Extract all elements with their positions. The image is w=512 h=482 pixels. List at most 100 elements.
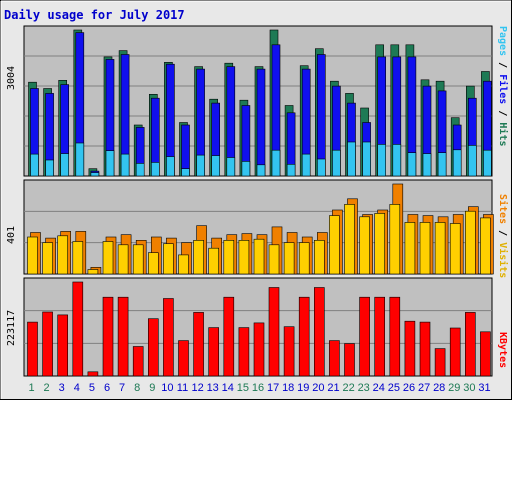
day-label: 13 bbox=[206, 382, 219, 394]
day-label: 20 bbox=[312, 382, 325, 394]
kbytes-bar bbox=[480, 331, 491, 377]
legend-sites: Sites bbox=[497, 194, 508, 225]
day-label: 18 bbox=[282, 382, 295, 394]
day-label: 31 bbox=[478, 382, 491, 394]
visits-bar bbox=[42, 242, 53, 275]
pages-bar bbox=[226, 157, 236, 177]
day-label: 23 bbox=[357, 382, 370, 394]
kbytes-bar bbox=[268, 287, 280, 377]
kbytes-bar bbox=[27, 321, 38, 377]
kbytes-bar bbox=[148, 318, 159, 377]
day-label: 28 bbox=[433, 382, 446, 394]
kbytes-bar bbox=[329, 340, 340, 377]
pages-bar bbox=[347, 141, 356, 177]
visits-bar bbox=[434, 222, 446, 275]
visits-bar bbox=[102, 241, 114, 275]
visits-bar bbox=[404, 222, 416, 275]
visits-bar bbox=[464, 210, 476, 275]
pages-bar bbox=[332, 149, 341, 177]
visits-bar bbox=[374, 213, 386, 275]
day-label: 24 bbox=[372, 382, 385, 394]
visits-bar bbox=[313, 240, 325, 275]
day-label: 14 bbox=[221, 382, 234, 394]
pages-bar bbox=[135, 163, 145, 177]
kbytes-bar bbox=[253, 322, 265, 377]
visits-bar bbox=[208, 247, 219, 275]
pages-bar bbox=[286, 164, 296, 177]
kbytes-bar bbox=[117, 296, 129, 377]
pages-bar bbox=[196, 154, 205, 177]
pages-bar bbox=[211, 155, 220, 177]
kbytes-bar bbox=[178, 340, 189, 377]
pages-bar bbox=[362, 141, 371, 177]
legend-visits: Visits bbox=[497, 242, 508, 279]
day-label: 2 bbox=[43, 382, 50, 394]
pages-bar bbox=[256, 164, 266, 177]
pages-bar bbox=[90, 172, 100, 177]
pages-bar bbox=[271, 149, 281, 177]
visits-bar bbox=[449, 223, 461, 275]
kbytes-bar bbox=[419, 321, 431, 377]
visits-bar bbox=[268, 244, 280, 275]
visits-bar bbox=[238, 240, 250, 275]
pages-bar bbox=[151, 162, 160, 177]
kbytes-bar bbox=[374, 296, 386, 377]
legend-separator: / bbox=[497, 62, 508, 69]
visits-bar bbox=[419, 222, 431, 275]
kbytes-bar bbox=[132, 346, 144, 377]
day-label: 26 bbox=[402, 382, 416, 394]
visits-bar bbox=[163, 243, 174, 275]
day-label: 21 bbox=[327, 382, 340, 394]
pages-bar bbox=[120, 153, 130, 177]
day-label: 11 bbox=[176, 382, 189, 394]
visits-bar bbox=[148, 252, 159, 275]
pages-bar bbox=[483, 149, 492, 177]
day-label: 4 bbox=[73, 382, 80, 394]
kbytes-bar bbox=[313, 287, 325, 377]
day-label: 7 bbox=[119, 382, 126, 394]
day-label: 30 bbox=[463, 382, 476, 394]
visits-bar bbox=[223, 240, 235, 275]
day-label: 1 bbox=[28, 382, 35, 394]
kbytes-bar bbox=[464, 312, 476, 377]
kbytes-bar bbox=[193, 312, 204, 377]
kbytes-bar bbox=[389, 296, 401, 377]
day-label: 17 bbox=[266, 382, 280, 394]
visits-bar bbox=[27, 236, 38, 275]
bottom-panel-max-label: 223117 bbox=[6, 309, 17, 346]
kbytes-bar bbox=[163, 298, 174, 377]
kbytes-bar bbox=[434, 348, 446, 377]
legend-files: Files bbox=[497, 74, 508, 105]
day-label: 10 bbox=[161, 382, 174, 394]
day-label: 3 bbox=[58, 382, 65, 394]
visits-bar bbox=[480, 217, 491, 275]
middle-panel-max-label: 401 bbox=[6, 225, 17, 244]
plot-panels bbox=[23, 25, 494, 377]
pages-bar bbox=[407, 152, 417, 177]
visits-bar bbox=[344, 204, 355, 275]
kbytes-bar bbox=[298, 296, 310, 377]
kbytes-bar bbox=[283, 326, 295, 377]
visits-bar bbox=[389, 204, 401, 275]
kbytes-bar bbox=[57, 314, 69, 377]
pages-bar bbox=[45, 159, 54, 177]
visits-bar bbox=[298, 242, 310, 275]
kbytes-bar bbox=[87, 371, 99, 377]
day-label: 29 bbox=[448, 382, 461, 394]
visits-bar bbox=[193, 240, 204, 275]
legend-separator: / bbox=[497, 230, 508, 237]
day-label: 27 bbox=[417, 382, 431, 394]
middle-panel-legend: Sites / Visits bbox=[494, 194, 508, 344]
kbytes-bar bbox=[238, 327, 250, 377]
pages-bar bbox=[377, 144, 387, 177]
pages-bar bbox=[30, 153, 39, 177]
legend-separator: / bbox=[497, 110, 508, 117]
chart-root: Daily usage for July 2017 3004 401 22311… bbox=[0, 0, 512, 400]
chart-title: Daily usage for July 2017 bbox=[4, 8, 185, 22]
bottom-panel-legend: KBytes bbox=[494, 332, 508, 482]
visits-bar bbox=[87, 269, 99, 275]
pages-bar bbox=[75, 142, 85, 177]
kbytes-bar bbox=[102, 296, 114, 377]
day-label: 12 bbox=[191, 382, 204, 394]
day-label: 5 bbox=[88, 382, 95, 394]
